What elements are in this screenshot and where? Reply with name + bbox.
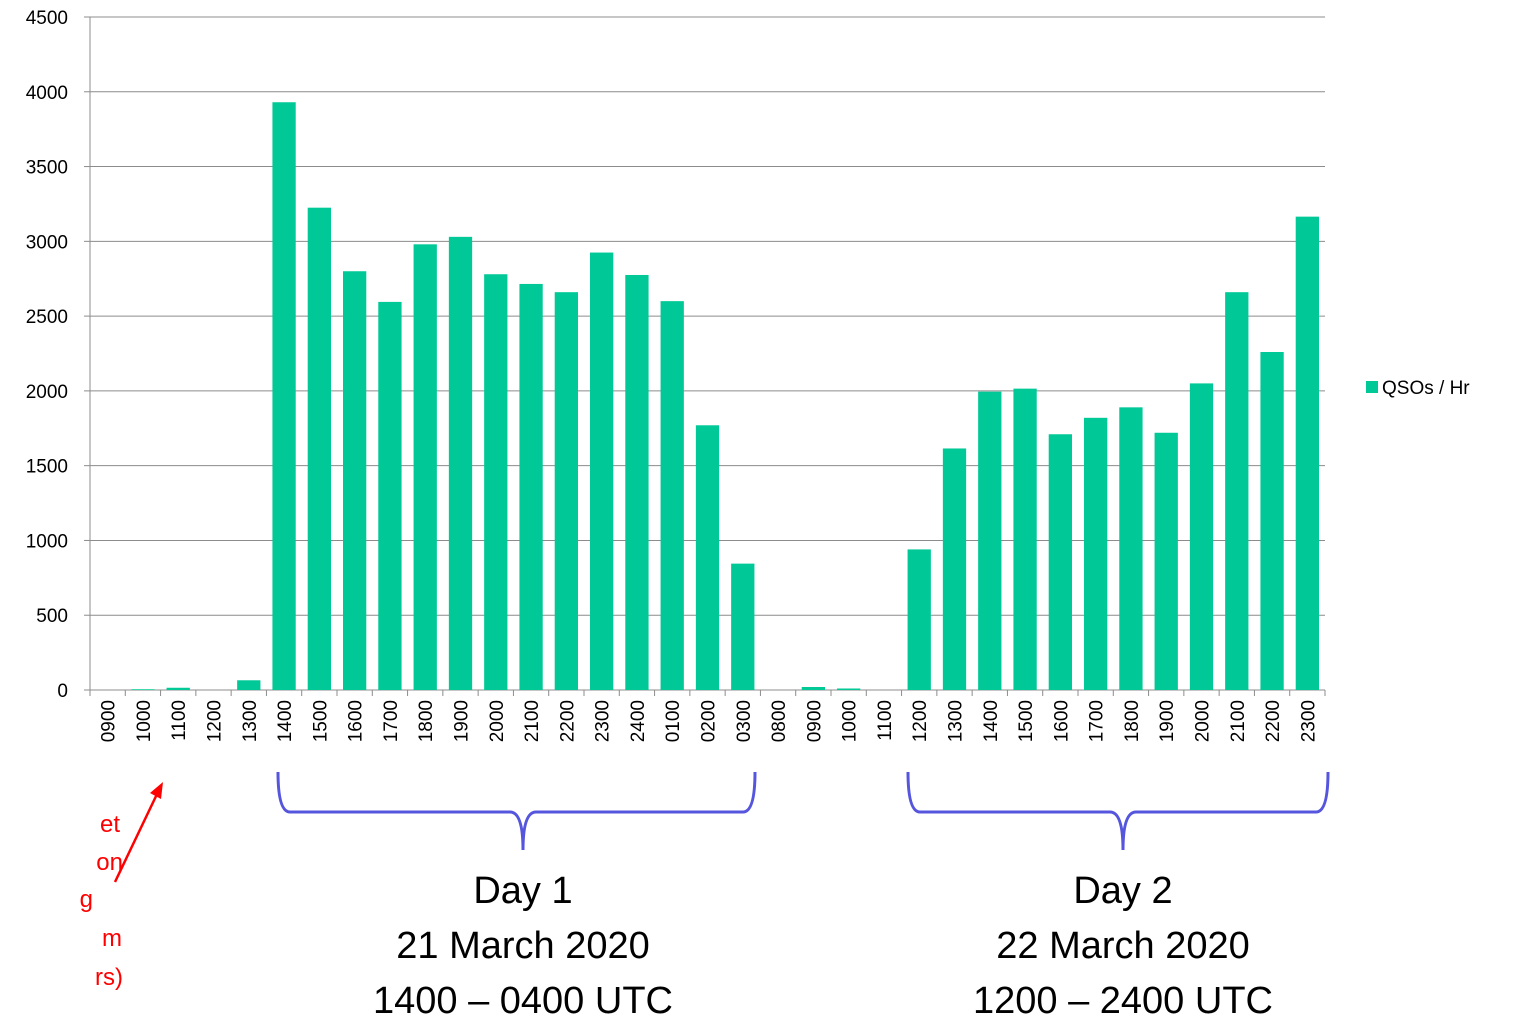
bar [978, 391, 1002, 690]
bar [1295, 216, 1320, 690]
x-tick-label: 0900 [804, 700, 825, 742]
x-tick-label: 2100 [522, 700, 543, 742]
y-tick-label: 2000 [26, 382, 68, 403]
day1-label: 21 March 2020 [396, 925, 650, 967]
bar [554, 292, 579, 690]
x-tick-label: 1000 [840, 700, 861, 742]
x-tick-label: 1700 [381, 700, 402, 742]
x-tick-label: 1700 [1087, 700, 1108, 742]
x-tick-label: 2300 [593, 700, 614, 742]
note-text: rs) [95, 964, 123, 991]
x-tick-label: 0300 [734, 700, 755, 742]
x-tick-label: 0200 [699, 700, 720, 742]
x-tick-label: 2000 [487, 700, 508, 742]
note-text: g [80, 886, 93, 913]
bar [660, 301, 684, 690]
y-tick-label: 1000 [26, 531, 68, 552]
x-tick-label: 1600 [346, 700, 367, 742]
bar [731, 563, 755, 690]
y-tick-label: 0 [57, 681, 68, 702]
x-tick-label: 1400 [981, 700, 1002, 742]
x-tick-label: 1200 [205, 700, 226, 742]
x-tick-label: 1000 [134, 700, 155, 742]
day1-brace [276, 771, 757, 851]
legend-label: QSOs / Hr [1382, 378, 1470, 399]
x-tick-label: 2100 [1228, 700, 1249, 742]
bar [1048, 434, 1073, 690]
bar [448, 236, 473, 690]
bar [342, 271, 367, 690]
bar [801, 687, 826, 690]
y-tick-label: 1500 [26, 457, 68, 478]
x-tick-label: 1400 [275, 700, 296, 742]
x-tick-label: 1800 [416, 700, 437, 742]
x-tick-label: 1900 [452, 700, 473, 742]
bar [307, 207, 332, 690]
x-tick-label: 1500 [1016, 700, 1037, 742]
y-tick-label: 4000 [26, 83, 68, 104]
x-tick-label: 0800 [769, 700, 790, 742]
day1-label: Day 1 [473, 870, 572, 912]
bar [378, 301, 402, 690]
y-tick-label: 3000 [26, 232, 68, 253]
bar [413, 244, 437, 690]
x-tick-label: 2200 [557, 700, 578, 742]
bar [1260, 352, 1284, 690]
bar [484, 274, 508, 690]
bar [1119, 407, 1143, 690]
arrow-head [150, 782, 163, 799]
x-tick-label: 1600 [1051, 700, 1072, 742]
x-tick-label: 0100 [663, 700, 684, 742]
y-tick-label: 4500 [26, 8, 68, 29]
x-tick-label: 2200 [1263, 700, 1284, 742]
bar [272, 102, 296, 691]
day1-label: 1400 – 0400 UTC [373, 980, 673, 1022]
x-tick-label: 1500 [310, 700, 331, 742]
x-tick-label: 1200 [910, 700, 931, 742]
day2-label: Day 2 [1073, 870, 1172, 912]
day2-label: 1200 – 2400 UTC [973, 980, 1273, 1022]
x-tick-label: 1300 [240, 700, 261, 742]
x-tick-label: 1300 [946, 700, 967, 742]
note-text: on [96, 849, 123, 876]
annotation-arrow [113, 791, 160, 883]
x-tick-label: 2000 [1193, 700, 1214, 742]
bar [836, 688, 861, 690]
note-text: et [100, 811, 120, 838]
bar [1154, 432, 1178, 690]
y-tick-label: 500 [36, 606, 68, 627]
bar [1225, 292, 1249, 690]
x-tick-label: 1100 [875, 700, 896, 741]
x-tick-label: 1100 [169, 700, 190, 741]
note-text: m [102, 925, 122, 952]
bar [1189, 383, 1214, 690]
bar [519, 283, 543, 690]
bar [589, 252, 614, 691]
x-tick-label: 1800 [1122, 700, 1143, 742]
bar [695, 425, 720, 690]
bar [131, 689, 155, 690]
x-tick-label: 0900 [99, 700, 120, 742]
legend-swatch [1366, 381, 1378, 393]
x-tick-label: 1900 [1157, 700, 1178, 742]
bar [166, 687, 190, 690]
bar [625, 274, 649, 690]
bar [942, 448, 967, 690]
y-tick-label: 2500 [26, 307, 68, 328]
day2-brace [906, 771, 1330, 851]
x-tick-label: 2300 [1298, 700, 1319, 742]
bar [907, 549, 931, 690]
x-tick-label: 2400 [628, 700, 649, 742]
y-tick-label: 3500 [26, 158, 68, 179]
bar [1083, 417, 1108, 690]
day2-label: 22 March 2020 [996, 925, 1250, 967]
bar [237, 680, 261, 690]
bar [1013, 388, 1037, 690]
